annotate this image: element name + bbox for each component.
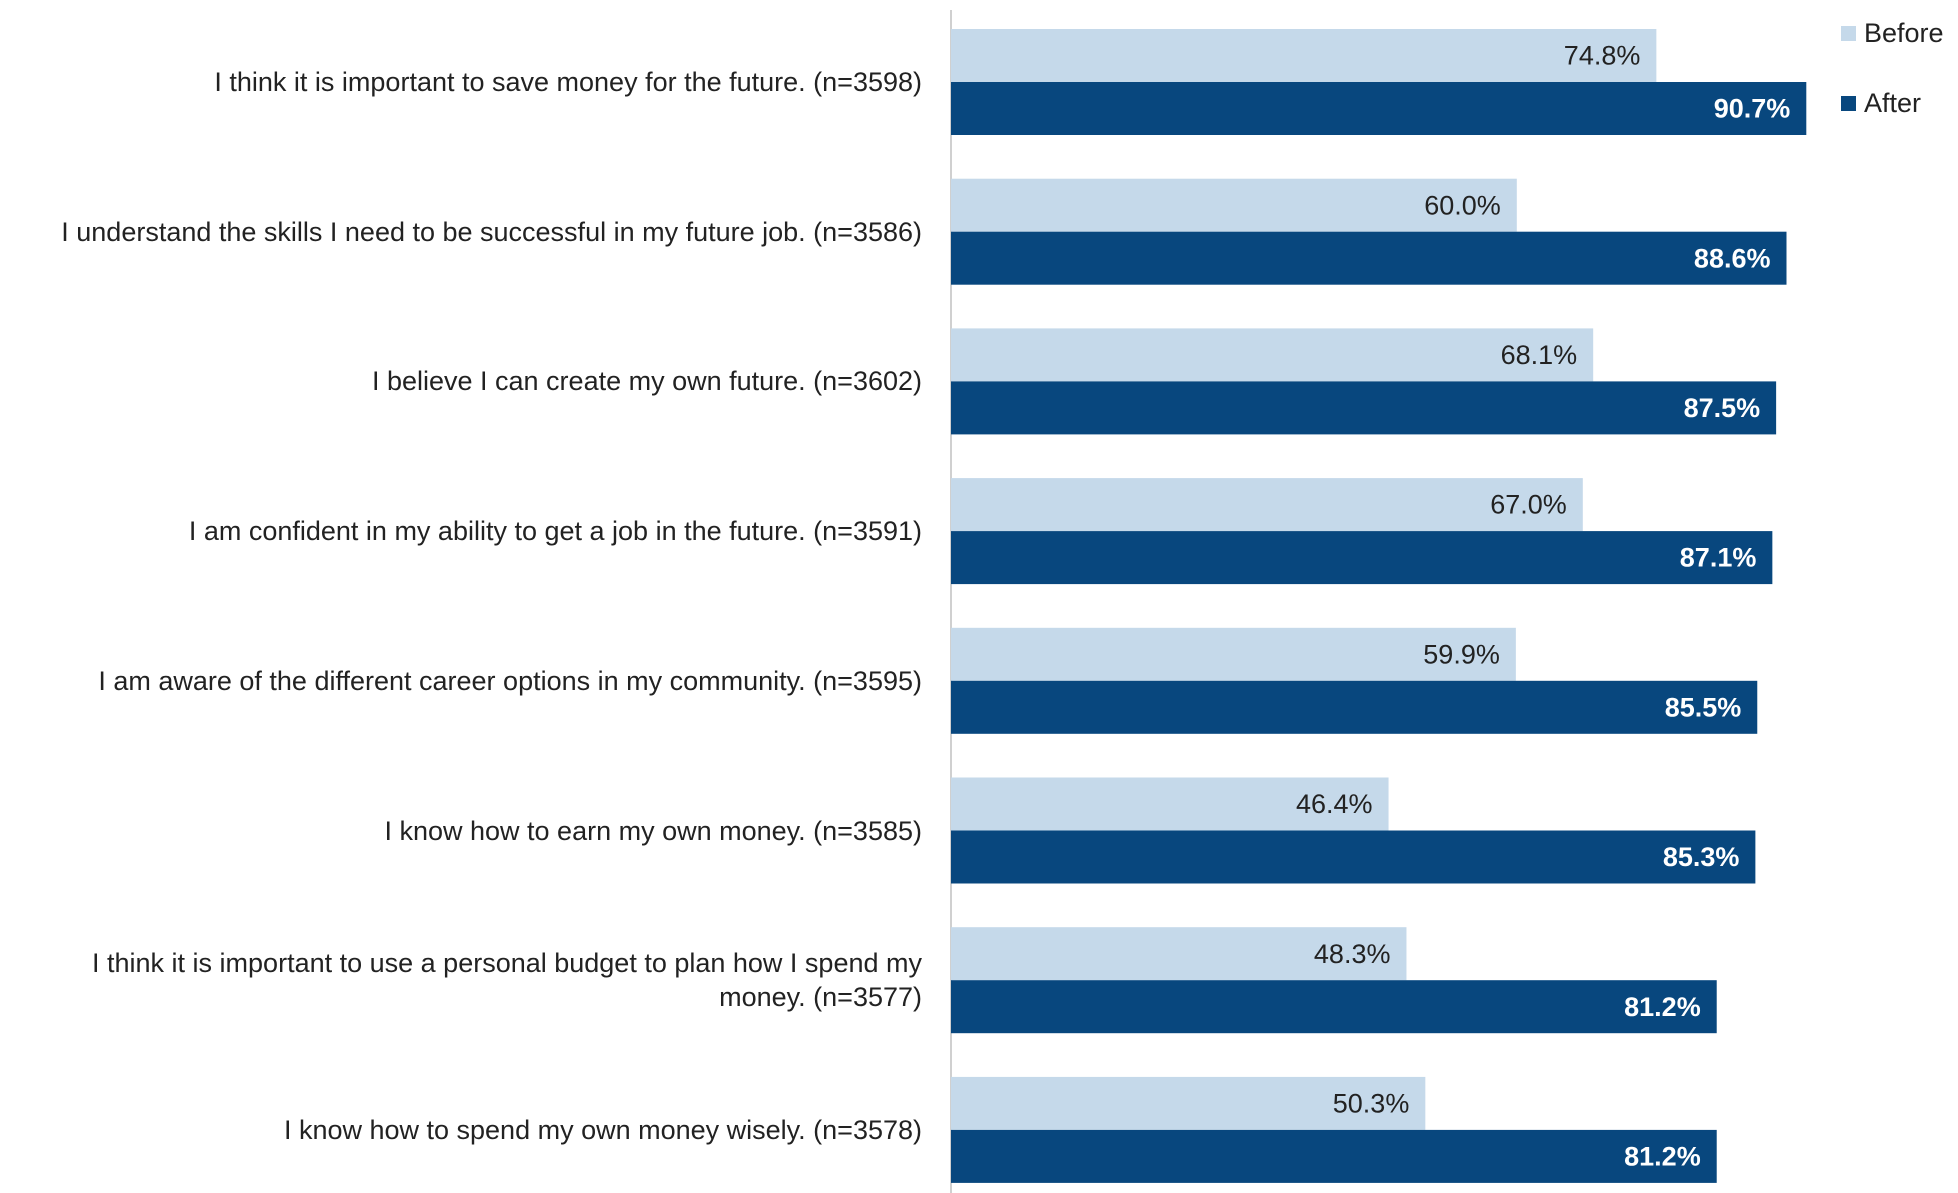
- bar: [951, 82, 1807, 135]
- bar: [951, 328, 1594, 382]
- bar: [951, 777, 1389, 831]
- bar: [951, 980, 1717, 1034]
- bar: [951, 627, 1516, 681]
- bar: [951, 531, 1773, 585]
- category-label: I am confident in my ability to get a jo…: [188, 516, 922, 547]
- data-label: 46.4%: [1296, 789, 1373, 819]
- bar: [951, 680, 1758, 734]
- bar: [951, 927, 1407, 981]
- data-label: 50.3%: [1333, 1089, 1410, 1119]
- data-label: 87.1%: [1680, 543, 1757, 573]
- data-label: 59.9%: [1423, 639, 1500, 669]
- legend-label: Before: [1864, 18, 1944, 48]
- legend-swatch: [1841, 26, 1856, 41]
- data-label: 68.1%: [1501, 340, 1578, 370]
- category-label: I understand the skills I need to be suc…: [61, 216, 922, 247]
- bar: [951, 231, 1787, 285]
- category-label: I know how to spend my own money wisely.…: [283, 1114, 922, 1145]
- bar: [951, 178, 1517, 232]
- data-label: 67.0%: [1490, 490, 1567, 520]
- data-label: 85.5%: [1665, 692, 1742, 722]
- data-label: 90.7%: [1714, 94, 1791, 124]
- bar: [951, 830, 1756, 884]
- data-label: 85.3%: [1663, 842, 1740, 872]
- category-label: I know how to earn my own money. (n=3585…: [384, 815, 922, 846]
- category-label: I think it is important to save money fo…: [214, 67, 922, 97]
- data-label: 88.6%: [1694, 243, 1771, 273]
- data-label: 48.3%: [1314, 939, 1391, 969]
- data-label: 81.2%: [1624, 1142, 1701, 1172]
- data-label: 60.0%: [1424, 190, 1501, 220]
- data-label: 81.2%: [1624, 992, 1701, 1022]
- category-label: I believe I can create my own future. (n…: [371, 366, 922, 397]
- bar: [951, 1076, 1426, 1130]
- bar: [951, 381, 1777, 435]
- category-label: I think it is important to use a persona…: [92, 948, 922, 1013]
- data-label: 74.8%: [1564, 41, 1641, 71]
- legend-swatch: [1841, 96, 1856, 111]
- category-label: I am aware of the different career optio…: [98, 665, 922, 696]
- data-label: 87.5%: [1684, 393, 1761, 423]
- bar: [951, 478, 1583, 532]
- bar: [951, 1129, 1717, 1183]
- legend-label: After: [1864, 88, 1921, 118]
- bar: [951, 29, 1657, 82]
